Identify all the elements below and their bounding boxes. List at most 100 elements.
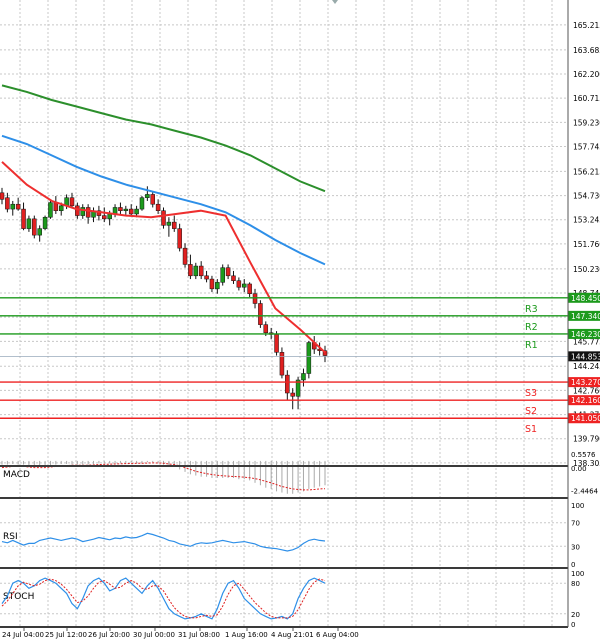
candle-body (10, 203, 16, 210)
stoch-tick-label: 0 (571, 621, 575, 629)
grid-lines (0, 0, 568, 627)
candle-body (279, 352, 285, 376)
candle-body (177, 228, 182, 249)
moving-average-line (1, 161, 326, 354)
candle-body (53, 202, 59, 211)
candle-body (215, 282, 220, 290)
candle-body (193, 265, 199, 277)
candle-body (209, 278, 215, 290)
rsi-label: RSI (3, 532, 18, 542)
rsi-tick-label: 30 (571, 543, 580, 551)
rsi-panel: RSI (1, 532, 326, 552)
time-tick-label: 4 Aug 21:01 (271, 631, 314, 639)
price-tick-label: 163.685 (573, 46, 600, 55)
time-tick-label: 26 Jul 20:00 (88, 631, 130, 639)
candle-body (301, 373, 306, 381)
rsi-tick-label: 0 (571, 561, 575, 569)
rsi-tick-label: 100 (571, 502, 584, 510)
candle-body (139, 197, 145, 210)
level-price-tag (568, 328, 600, 339)
candle-body (80, 207, 85, 216)
level-label: R3 (525, 304, 538, 315)
price-tick-label: 139.790 (573, 435, 600, 444)
time-tick-label: 1 Aug 16:00 (225, 631, 268, 639)
right-price-axis: 165.215 163.685 162.200 160.715 159.230 157.7… (568, 21, 600, 629)
level-price-tag (568, 377, 600, 388)
price-tick-label: 156.215 (573, 167, 600, 176)
price-tick-label: 154.730 (573, 192, 600, 201)
candle-body (102, 215, 107, 220)
candle-body (48, 202, 53, 218)
candle-body (263, 324, 269, 334)
level-label: S2 (525, 406, 537, 417)
level-price-tag-text: 141.050 (571, 414, 600, 423)
time-tick-label: 31 Jul 08:00 (178, 631, 220, 639)
level-label: R2 (525, 322, 538, 333)
candle-body (220, 267, 225, 283)
price-tick-label: 160.715 (573, 94, 600, 103)
rsi-tick-label: 70 (571, 520, 580, 528)
candle-body (5, 197, 10, 210)
candle-body (37, 228, 42, 236)
time-tick-label: 30 Jul 00:00 (133, 631, 175, 639)
candle-body (242, 283, 247, 288)
price-panel: R3 R2 R1 S3 S2 S1 (0, 84, 568, 435)
moving-average-line (1, 84, 326, 193)
candle-body (118, 207, 123, 211)
candle-body (26, 218, 32, 229)
candle-body (155, 203, 161, 211)
candle-body (42, 216, 48, 229)
macd-tick-label: 0.00 (571, 465, 587, 473)
candle-body (166, 221, 172, 226)
macd-tick-label: 0.5576 (571, 451, 596, 459)
candle-body (134, 208, 139, 215)
stoch-k-line (1, 577, 326, 620)
price-tick-label: 142.760 (573, 386, 600, 395)
level-price-tag (568, 292, 600, 303)
price-tick-label: 151.760 (573, 240, 600, 249)
candle-body (145, 194, 150, 198)
level-price-tag (568, 395, 600, 406)
level-price-tag-text: 148.450 (571, 294, 600, 303)
price-tick-label: 159.230 (573, 118, 600, 127)
candle-body (85, 207, 91, 218)
stoch-tick-label: 100 (571, 570, 584, 578)
level-label: S3 (525, 388, 537, 399)
level-price-tag-text: 143.270 (571, 378, 600, 387)
time-tick-label: 24 Jul 04:00 (2, 631, 44, 639)
macd-label: MACD (3, 470, 30, 480)
level-price-tag-text: 146.230 (571, 330, 600, 339)
price-tick-label: 144.245 (573, 362, 600, 371)
panel-frames (0, 0, 569, 628)
time-tick-label: 25 Jul 12:00 (45, 631, 87, 639)
stoch-tick-label: 80 (571, 580, 580, 588)
candle-body (75, 205, 80, 216)
candle-body (258, 303, 263, 325)
candle-body (172, 221, 177, 229)
level-label: S1 (525, 424, 537, 435)
price-tick-label: 153.245 (573, 216, 600, 225)
candle-body (204, 275, 209, 280)
price-tick-label: 157.745 (573, 143, 600, 152)
stoch-tick-label: 20 (571, 611, 580, 619)
candle-body (306, 342, 312, 374)
macd-tick-label: -2.4464 (571, 488, 599, 496)
stoch-panel: STOCH (1, 577, 326, 620)
candle-body (150, 194, 155, 205)
candle-body (247, 283, 252, 294)
candle-body (290, 392, 295, 397)
stoch-label: STOCH (3, 592, 34, 602)
level-label: R1 (525, 340, 538, 351)
candle-body (58, 205, 64, 211)
candle-body (295, 379, 301, 397)
candle-body (123, 208, 129, 211)
candle-body (225, 267, 231, 277)
price-tick-label: 138.305 (573, 459, 600, 468)
price-tick-label: 150.230 (573, 265, 600, 274)
price-tick-label: 162.200 (573, 70, 600, 79)
current-price-tag (568, 351, 600, 362)
price-tick-label: 145.775 (573, 337, 600, 346)
candle-body (252, 293, 258, 304)
current-price-tag-text: 144.853 (571, 352, 600, 361)
